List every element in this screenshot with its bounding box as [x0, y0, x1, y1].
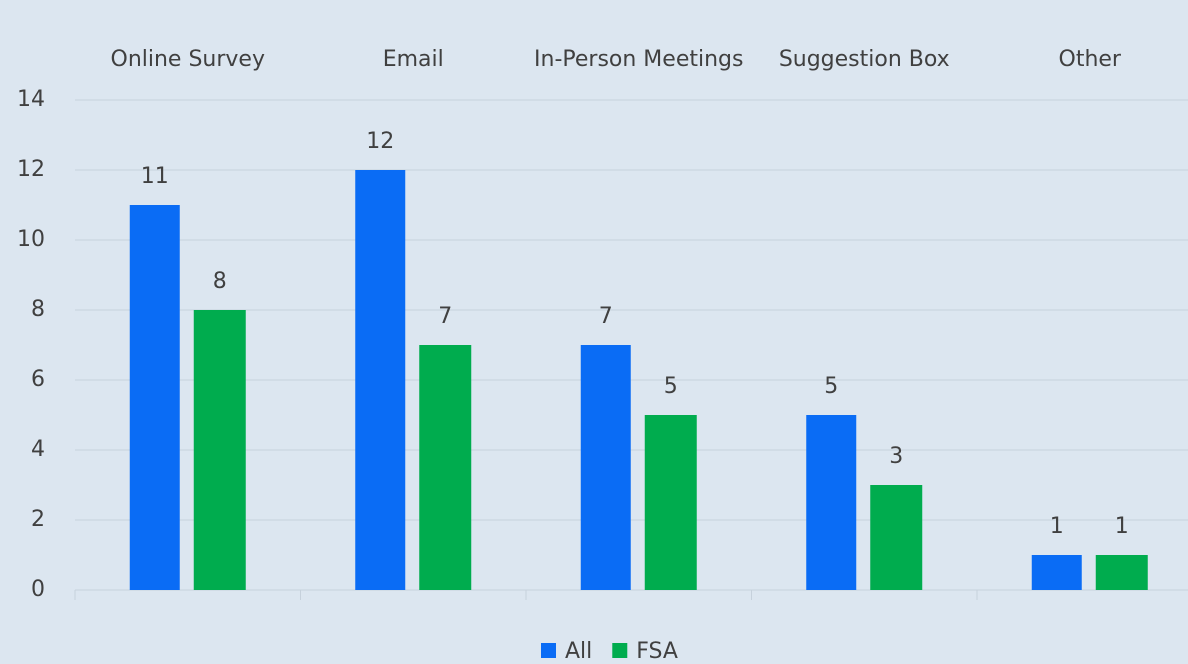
bar: [580, 345, 631, 590]
legend-label: All: [565, 639, 592, 664]
y-tick-label: 2: [31, 507, 45, 532]
x-tick-label: Online Survey: [111, 47, 265, 72]
bar: [806, 415, 857, 590]
data-label: 1: [1115, 514, 1129, 539]
bar: [1031, 555, 1082, 590]
data-label: 8: [213, 269, 227, 294]
y-tick-label: 8: [31, 297, 45, 322]
data-label: 3: [889, 444, 903, 469]
data-label: 11: [141, 164, 169, 189]
data-label: 7: [438, 304, 452, 329]
bar: [644, 415, 697, 590]
bar: [870, 485, 923, 590]
x-tick-label: Other: [1059, 47, 1122, 72]
bar: [355, 170, 406, 590]
y-tick-label: 0: [31, 577, 45, 602]
legend-label: FSA: [636, 639, 678, 664]
bar: [193, 310, 246, 590]
bar: [1095, 555, 1148, 590]
bar: [419, 345, 472, 590]
y-tick-label: 14: [17, 87, 45, 112]
data-label: 5: [664, 374, 678, 399]
legend-swatch: [541, 643, 556, 658]
x-tick-label: Email: [383, 47, 444, 72]
data-label: 5: [824, 374, 838, 399]
data-label: 1: [1050, 514, 1064, 539]
y-tick-label: 10: [17, 227, 45, 252]
data-label: 12: [366, 129, 394, 154]
data-label: 7: [599, 304, 613, 329]
y-tick-label: 12: [17, 157, 45, 182]
x-tick-label: In-Person Meetings: [534, 47, 743, 72]
y-tick-label: 6: [31, 367, 45, 392]
legend-swatch: [612, 643, 628, 658]
x-tick-label: Suggestion Box: [779, 47, 950, 72]
bar: [129, 205, 180, 590]
y-tick-label: 4: [31, 437, 45, 462]
